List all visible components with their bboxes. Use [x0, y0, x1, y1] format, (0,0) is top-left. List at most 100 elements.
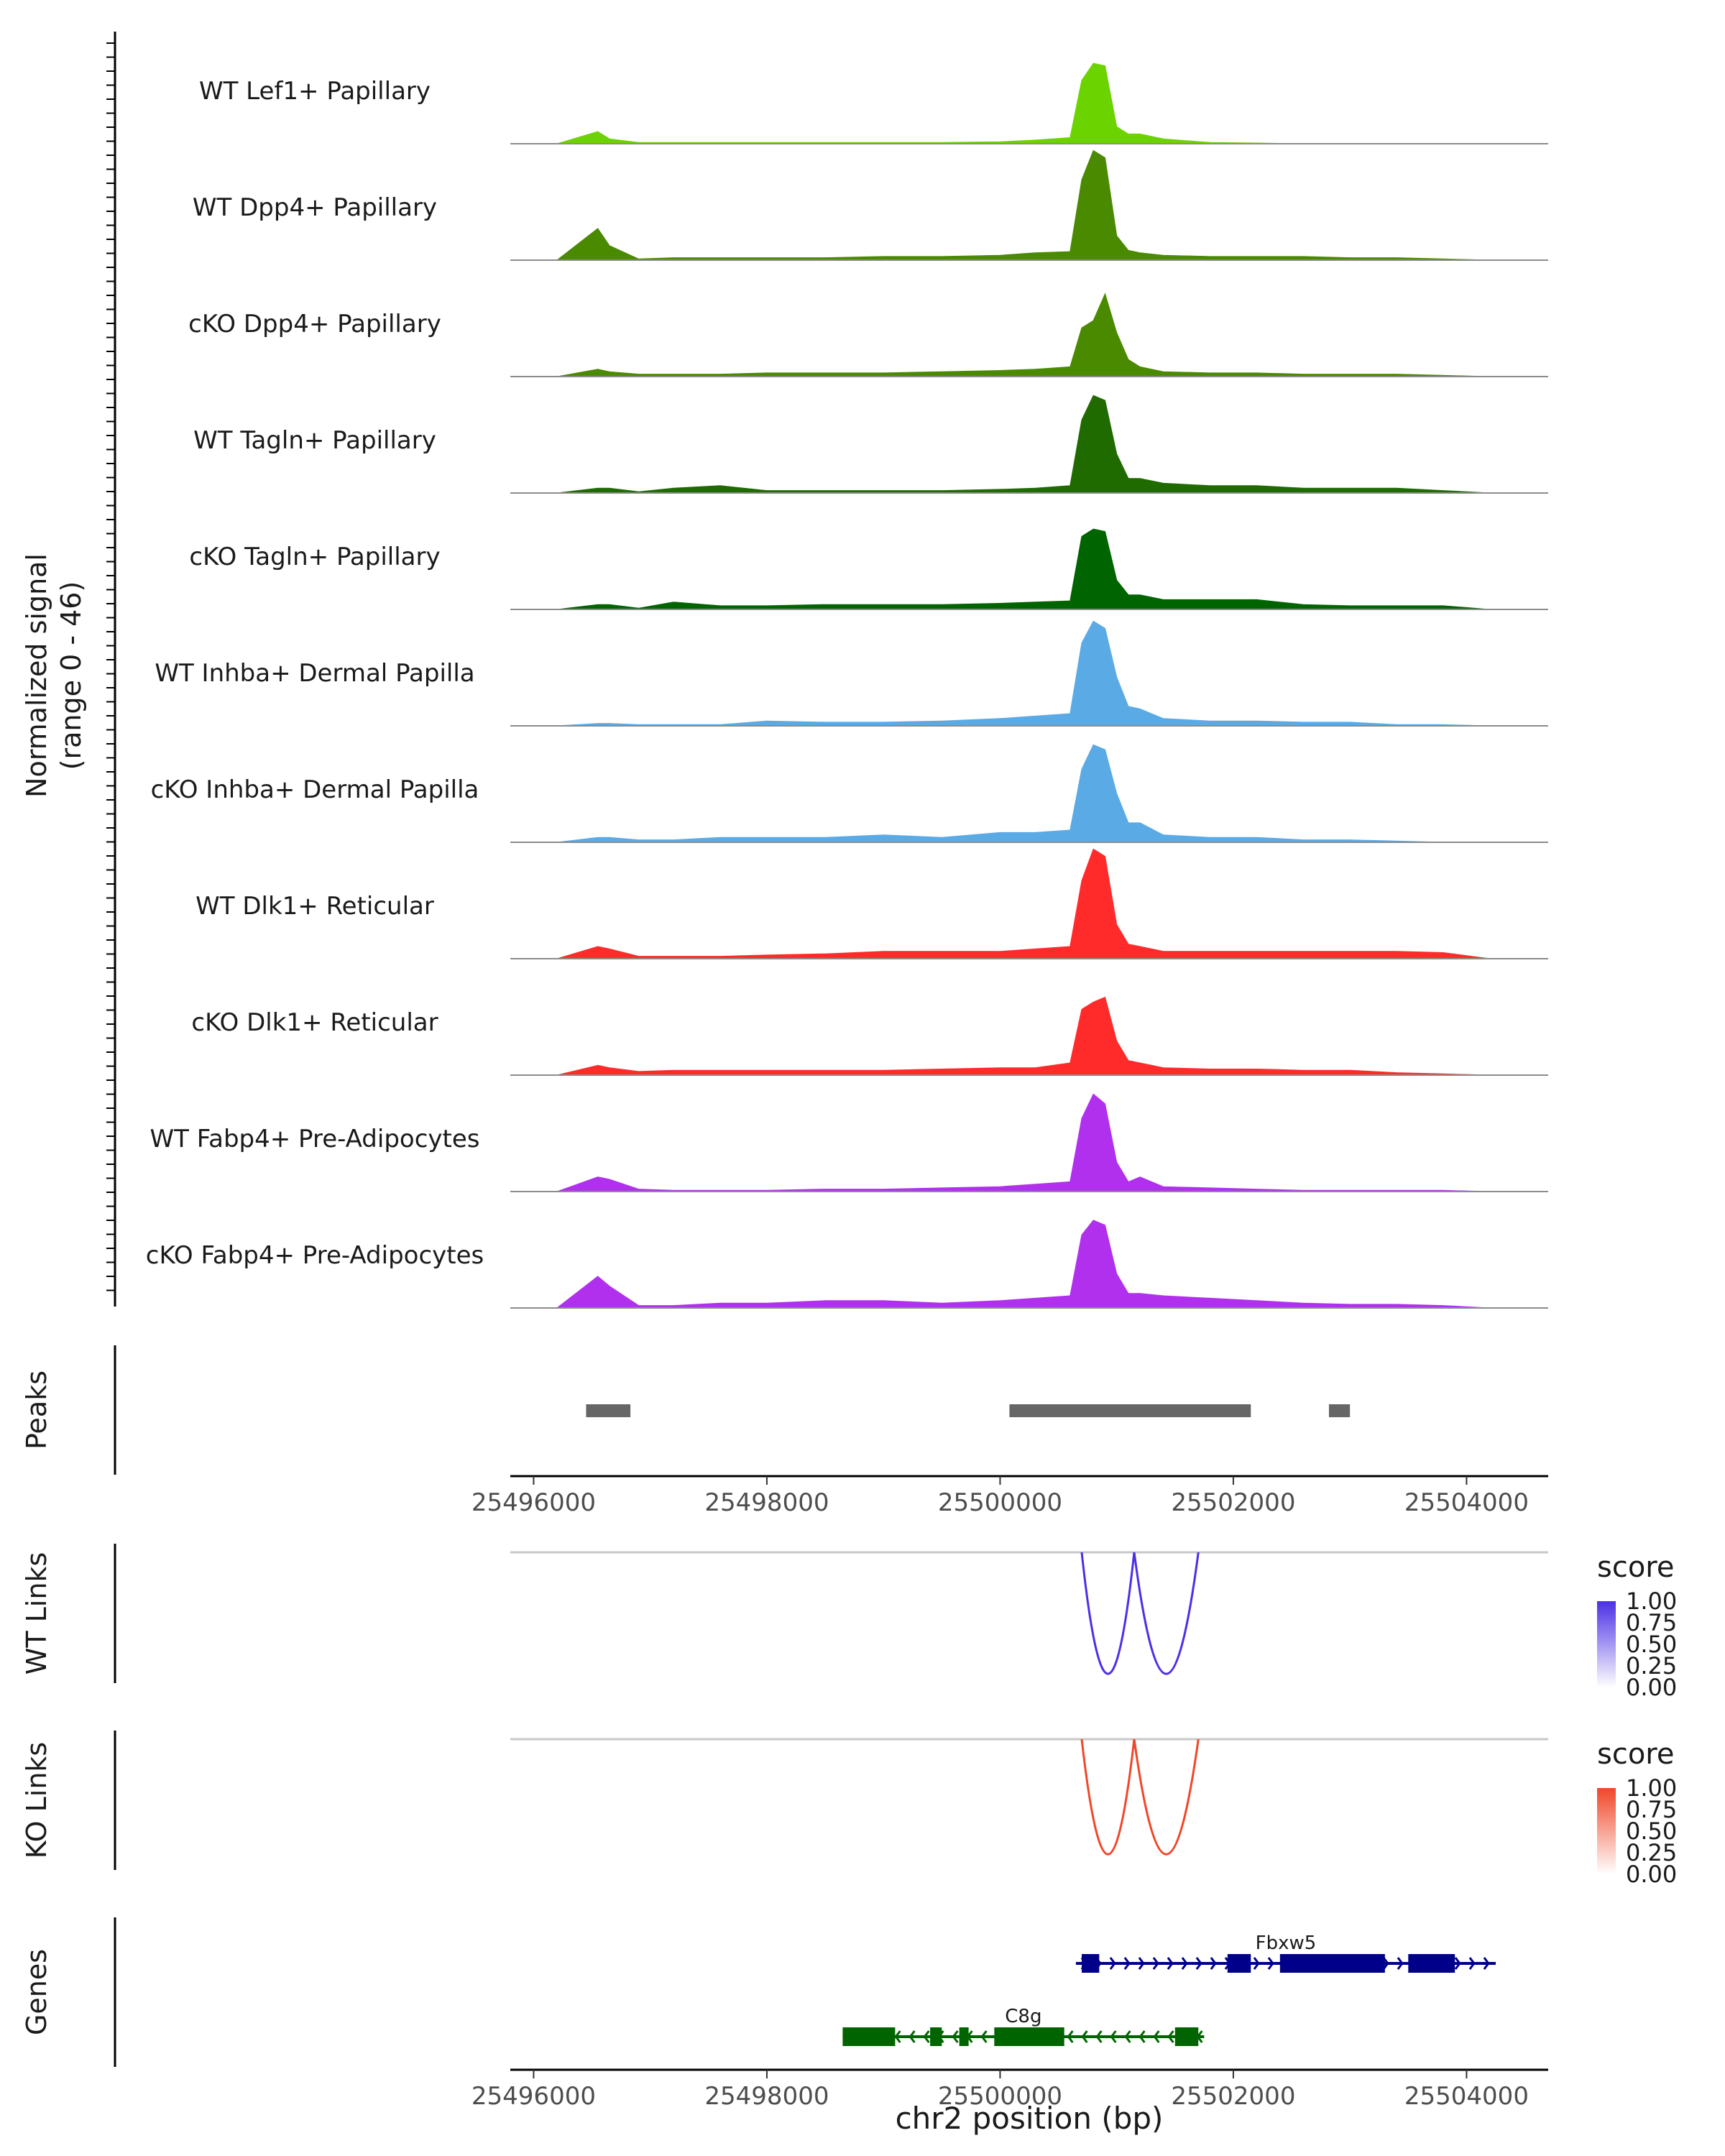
- ko-links-panel: KO Links score 1.000.750.500.250.00: [21, 1731, 1677, 1888]
- strand-arrow: [1468, 1957, 1476, 1970]
- strand-arrow: [1167, 2030, 1174, 2043]
- track-label: cKO Dpp4+ Papillary: [188, 310, 441, 338]
- coverage-y-axis-ticks: [106, 42, 115, 1291]
- link-arc: [1080, 1552, 1136, 1675]
- strand-arrow: [1152, 1957, 1159, 1970]
- gene-exon: [1279, 1954, 1385, 1973]
- track-cko-dpp4-papillary: cKO Dpp4+ Papillary: [188, 292, 1548, 377]
- strand-arrow: [908, 2030, 916, 2043]
- coverage-area: [556, 620, 1490, 727]
- track-label: WT Dpp4+ Papillary: [193, 193, 437, 222]
- gene-c8g: C8g: [842, 2006, 1205, 2046]
- strand-arrow: [1267, 1957, 1274, 1970]
- track-label: cKO Dlk1+ Reticular: [191, 1008, 438, 1037]
- peaks-panel-label: Peaks: [21, 1370, 52, 1450]
- track-cko-fabp4-pre-adipocytes: cKO Fabp4+ Pre-Adipocytes: [146, 1220, 1548, 1309]
- track-cko-dlk1-reticular: cKO Dlk1+ Reticular: [191, 996, 1548, 1076]
- legend-tick-label: 0.50: [1626, 1631, 1677, 1658]
- x-tick-label: 25498000: [704, 1488, 829, 1517]
- x-tick-label: 25500000: [938, 1488, 1062, 1517]
- track-label: WT Tagln+ Papillary: [193, 426, 436, 455]
- legend-tick-label: 0.75: [1626, 1796, 1677, 1823]
- ko-links-panel-label: KO Links: [21, 1742, 52, 1858]
- strand-arrow: [1138, 2030, 1146, 2043]
- coverage-area: [556, 395, 1490, 494]
- coverage-tracks: WT Lef1+ Papillary WT Dpp4+ Papillary cKO …: [146, 63, 1548, 1309]
- legend-tick-label: 0.75: [1626, 1609, 1677, 1636]
- strand-arrow: [1124, 2030, 1131, 2043]
- gene-exon: [1174, 2027, 1199, 2046]
- legend-colorbar: [1597, 1788, 1616, 1874]
- genes-x-axis: 25496000 25498000 25500000 25502000 25504000: [472, 2068, 1548, 2111]
- track-label: WT Lef1+ Papillary: [199, 77, 431, 106]
- wt-links-panel: WT Links score 1.000.750.500.250.00: [21, 1544, 1677, 1701]
- strand-arrow: [1081, 2030, 1088, 2043]
- legend-colorbar: [1597, 1601, 1616, 1687]
- peaks-panel: Peaks 25496000 25498000 25500000 25502000 25…: [21, 1345, 1548, 1517]
- gene-exon: [1408, 1954, 1455, 1973]
- track-label: cKO Inhba+ Dermal Papilla: [151, 775, 479, 804]
- x-tick-label: 25496000: [472, 2082, 596, 2111]
- coverage-area: [556, 528, 1490, 610]
- legend-tick-label: 1.00: [1626, 1588, 1677, 1615]
- strand-arrow: [1181, 1957, 1188, 1970]
- wt-links-legend: score 1.000.750.500.250.00: [1597, 1551, 1677, 1701]
- gene-models: Fbxw5 C8g: [842, 1932, 1496, 2046]
- genes-panel-label: Genes: [21, 1949, 52, 2035]
- strand-arrow: [1210, 1957, 1217, 1970]
- x-tick-label: 25502000: [1171, 2082, 1295, 2111]
- x-tick-label: 25498000: [704, 2082, 829, 2111]
- wt-legend-title: score: [1597, 1551, 1674, 1584]
- track-cko-tagln-papillary: cKO Tagln+ Papillary: [189, 528, 1548, 610]
- strand-arrow: [952, 2030, 959, 2043]
- gene-name-label: Fbxw5: [1256, 1932, 1317, 1954]
- coverage-area: [556, 848, 1490, 959]
- coverage-area: [556, 63, 1490, 144]
- x-tick-label: 25502000: [1171, 1488, 1295, 1517]
- peak-region-bar: [586, 1404, 631, 1417]
- link-arc: [1080, 1738, 1136, 1856]
- gene-fbxw5: Fbxw5: [1075, 1932, 1496, 1973]
- link-arc: [1133, 1738, 1200, 1856]
- gene-exon: [930, 2027, 942, 2046]
- strand-arrow: [894, 2030, 901, 2043]
- coverage-y-axis-range: (range 0 - 46): [55, 581, 87, 770]
- strand-arrow: [923, 2030, 930, 2043]
- strand-arrow: [1195, 1957, 1202, 1970]
- gene-exon: [1227, 1954, 1251, 1973]
- peak-region-bar: [1328, 1404, 1351, 1417]
- legend-tick-label: 0.00: [1626, 1674, 1677, 1701]
- track-label: WT Dlk1+ Reticular: [196, 892, 434, 921]
- track-wt-fabp4-pre-adipocytes: WT Fabp4+ Pre-Adipocytes: [150, 1093, 1548, 1192]
- coverage-area: [556, 996, 1490, 1076]
- coverage-y-axis-title: Normalized signal: [21, 553, 52, 798]
- strand-arrow: [1138, 1957, 1145, 1970]
- strand-arrow: [1110, 2030, 1117, 2043]
- strand-arrow: [1153, 2030, 1160, 2043]
- strand-arrow: [980, 2030, 988, 2043]
- coverage-area: [556, 744, 1490, 843]
- coverage-area: [556, 1220, 1490, 1309]
- legend-tick-label: 1.00: [1626, 1774, 1677, 1802]
- track-label: WT Fabp4+ Pre-Adipocytes: [150, 1125, 480, 1153]
- gene-exon: [1006, 2027, 1064, 2046]
- ko-links-legend: score 1.000.750.500.250.00: [1597, 1738, 1677, 1888]
- strand-arrow: [1397, 1957, 1404, 1970]
- peaks-x-axis: 25496000 25498000 25500000 25502000 25504000: [472, 1475, 1548, 1517]
- coverage-area: [556, 292, 1490, 377]
- legend-tick-label: 0.25: [1626, 1652, 1677, 1680]
- strand-arrow: [1123, 1957, 1131, 1970]
- gene-exon: [1082, 1954, 1100, 1973]
- track-label: WT Inhba+ Dermal Papilla: [155, 659, 474, 688]
- track-cko-inhba-dermal-papilla: cKO Inhba+ Dermal Papilla: [151, 744, 1548, 843]
- x-tick-label: 25504000: [1404, 1488, 1529, 1517]
- ko-legend-title: score: [1597, 1738, 1674, 1771]
- x-tick-label: 25504000: [1404, 2082, 1529, 2111]
- track-label: cKO Fabp4+ Pre-Adipocytes: [146, 1241, 484, 1270]
- coverage-area: [556, 149, 1490, 261]
- x-axis-title: chr2 position (bp): [896, 2101, 1164, 2136]
- strand-arrow: [1067, 2030, 1074, 2043]
- track-wt-tagln-papillary: WT Tagln+ Papillary: [193, 395, 1548, 494]
